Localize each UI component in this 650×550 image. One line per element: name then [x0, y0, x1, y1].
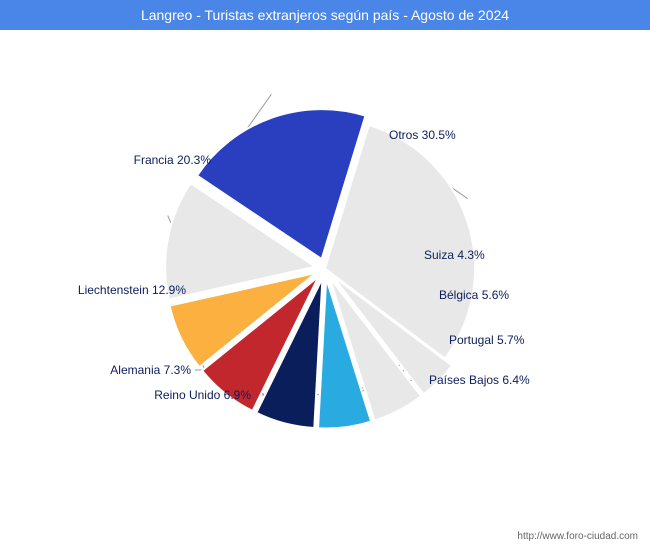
slice-label: Portugal 5.7%: [449, 333, 524, 347]
slice-label: Reino Unido 6.9%: [154, 388, 251, 402]
slice-label: Otros 30.5%: [389, 128, 456, 142]
footer-url: http://www.foro-ciudad.com: [517, 531, 638, 542]
slice-label: Países Bajos 6.4%: [429, 373, 530, 387]
chart-area: Otros 30.5% Suiza 4.3% Bélgica 5.6% Portuga…: [0, 30, 650, 520]
slice-label: Francia 20.3%: [134, 153, 211, 167]
chart-container: Langreo - Turistas extranjeros según paí…: [0, 0, 650, 550]
slice-label: Liechtenstein 12.9%: [78, 283, 186, 297]
slice-label: Bélgica 5.6%: [439, 288, 509, 302]
chart-title: Langreo - Turistas extranjeros según paí…: [141, 7, 509, 23]
slice-label: Suiza 4.3%: [424, 248, 485, 262]
slice-label: Alemania 7.3%: [110, 363, 191, 377]
title-bar: Langreo - Turistas extranjeros según paí…: [0, 0, 650, 30]
